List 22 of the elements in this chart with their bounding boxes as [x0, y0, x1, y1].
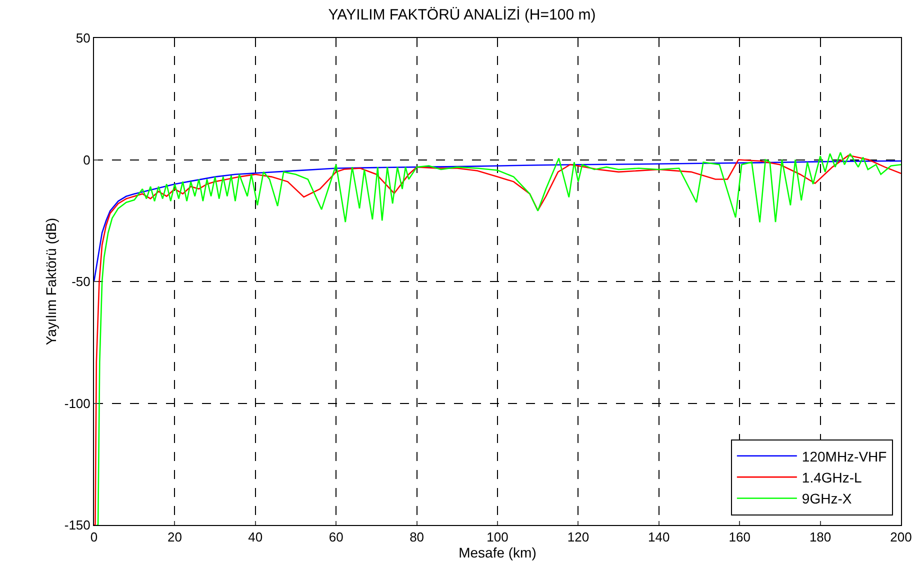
x-tick-label: 100	[486, 530, 508, 545]
x-tick-label: 80	[410, 530, 424, 545]
x-tick-label: 120	[567, 530, 590, 545]
y-tick-label: 0	[83, 152, 90, 168]
x-tick-label: 60	[328, 530, 344, 545]
legend-label: 1.4GHz-L	[802, 470, 862, 486]
x-tick-label: 20	[167, 530, 182, 545]
legend-label: 9GHz-X	[802, 490, 852, 507]
x-axis-title: Mesafe (km)	[458, 544, 536, 561]
x-tick-label: 160	[728, 530, 750, 545]
x-tick-label: 40	[248, 530, 263, 545]
y-axis-title: Yayılım Faktörü (dB)	[42, 218, 59, 346]
line-series	[94, 160, 901, 282]
y-tick-label: -100	[64, 396, 90, 411]
x-tick-label: 180	[809, 530, 832, 545]
y-tick-label: -50	[72, 274, 90, 290]
y-tick-label: -150	[64, 518, 90, 533]
x-tick-label: 200	[890, 530, 912, 545]
x-tick-label: 140	[648, 530, 670, 545]
y-tick-label: 50	[76, 30, 90, 46]
legend-label: 120MHz-VHF	[802, 448, 887, 464]
chart-title: YAYILIM FAKTÖRÜ ANALİZİ (H=100 m)	[328, 5, 596, 24]
